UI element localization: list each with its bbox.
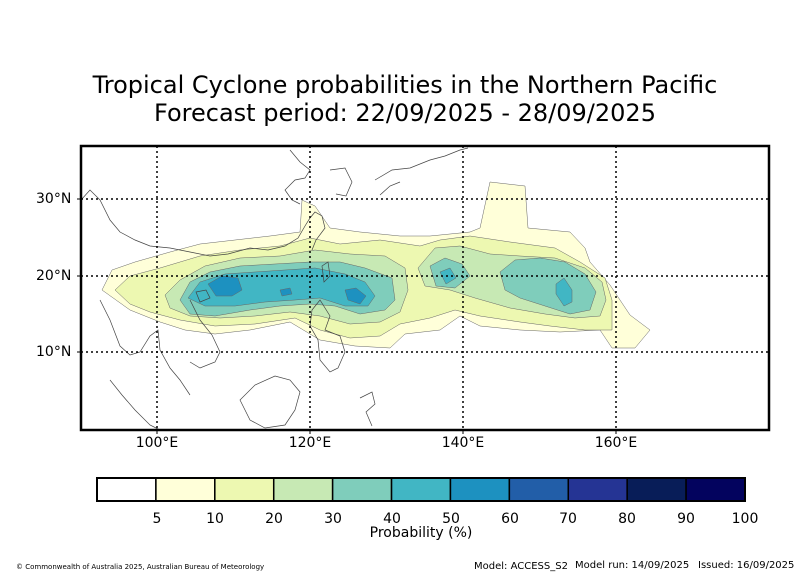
coastline-indochina <box>99 299 191 396</box>
colorbar-tick: 100 <box>731 511 759 527</box>
contour-50b <box>344 287 367 305</box>
colorbar-cell <box>390 477 452 502</box>
colorbar <box>96 477 746 502</box>
colorbar-tick: 90 <box>677 511 695 527</box>
coastline-philippines <box>309 299 346 373</box>
coastline-china-north <box>284 149 311 205</box>
colorbar-tick: 40 <box>383 511 401 527</box>
colorbar-tick: 20 <box>265 511 283 527</box>
colorbar-tick: 70 <box>559 511 577 527</box>
coastline-asia-mainland <box>80 189 326 257</box>
coastline-borneo <box>239 375 301 429</box>
colorbar-tick: 30 <box>324 511 342 527</box>
coastline-sulawesi <box>359 391 376 427</box>
issued-text: Issued: 16/09/2025 <box>698 560 795 571</box>
contour-50c <box>279 287 293 297</box>
gridlines <box>81 146 769 430</box>
lat-label-10: 10°N <box>36 344 72 360</box>
model-run-text: Model run: 14/09/2025 <box>575 560 690 571</box>
colorbar-frame <box>96 477 746 502</box>
coastline-malay <box>109 379 161 431</box>
lon-label-120: 120°E <box>288 435 332 451</box>
chart-subtitle: Forecast period: 22/09/2025 - 28/09/2025 <box>154 99 656 127</box>
lon-label-160: 160°E <box>594 435 638 451</box>
colorbar-tick: 80 <box>618 511 636 527</box>
colorbar-cell <box>331 477 393 502</box>
map-frame <box>79 144 771 432</box>
lat-label-20: 20°N <box>36 268 72 284</box>
lon-label-100: 100°E <box>135 435 179 451</box>
coastline-japan <box>374 147 469 196</box>
colorbar-cell <box>214 477 275 502</box>
colorbar-cell <box>508 477 570 502</box>
colorbar-cell <box>449 477 511 502</box>
colorbar-cell <box>567 477 628 502</box>
axis-ticks <box>77 198 617 434</box>
chart-title: Tropical Cyclone probabilities in the No… <box>92 71 718 99</box>
coastline-korea <box>329 167 353 197</box>
lat-label-30: 30°N <box>36 191 72 207</box>
colorbar-tick: 60 <box>501 511 519 527</box>
coastline-hainan <box>195 289 211 303</box>
colorbar-cell <box>155 477 216 502</box>
colorbar-tick: 5 <box>152 511 162 527</box>
colorbar-cell <box>685 477 746 502</box>
colorbar-tick: 50 <box>442 511 460 527</box>
colorbar-cell <box>96 477 157 502</box>
colorbar-label: Probability (%) <box>369 525 473 541</box>
colorbar-cell <box>626 477 687 502</box>
lon-label-140: 140°E <box>441 435 485 451</box>
model-text: Model: ACCESS_S2 <box>474 561 568 572</box>
copyright-text: © Commonwealth of Australia 2025, Austra… <box>16 563 265 571</box>
colorbar-tick: 10 <box>206 511 224 527</box>
contour-40-east <box>555 277 573 307</box>
probability-contours <box>101 181 651 349</box>
coastlines <box>80 147 469 431</box>
colorbar-cell <box>272 477 334 502</box>
coastline-taiwan <box>321 261 331 283</box>
coastline-vietnam <box>189 299 221 369</box>
